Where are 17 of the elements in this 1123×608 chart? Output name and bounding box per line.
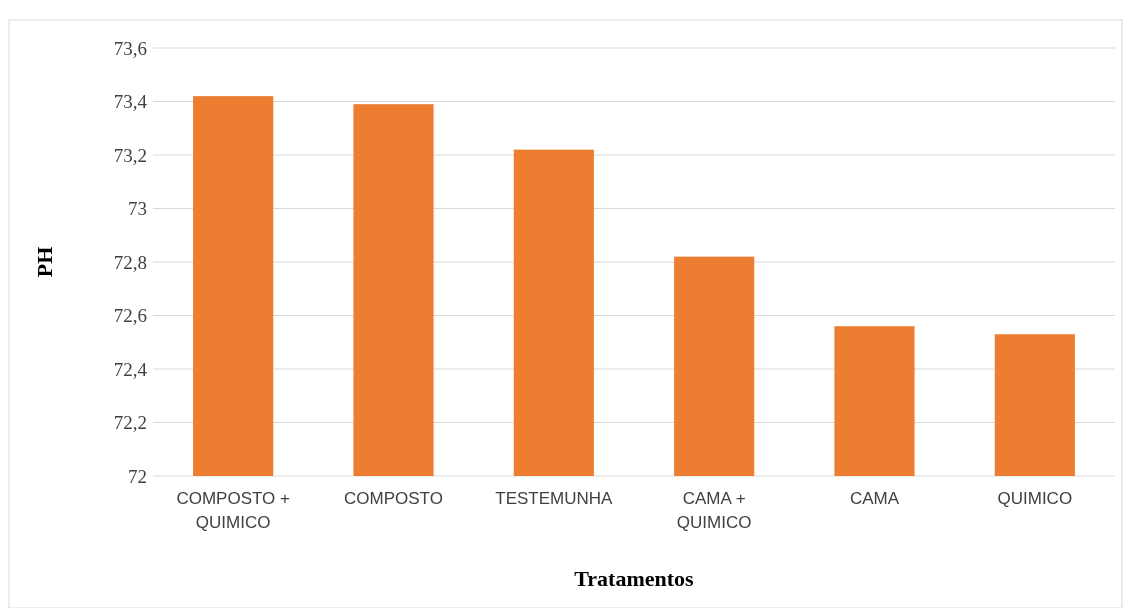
x-tick-label: COMPOSTO + QUIMICO [176,489,290,532]
y-tick-label: 72,4 [113,358,148,380]
x-axis-title: Tratamentos [574,566,695,591]
y-tick-label: 73,2 [113,144,147,166]
y-tick-label: 72,8 [113,251,147,273]
y-tick-label: 72 [128,465,147,487]
x-tick-label: CAMA + QUIMICO [676,489,752,532]
x-tick-label: TESTEMUNHA [495,489,614,508]
y-tick-label: 73,4 [113,91,148,113]
y-tick-label: 72,2 [113,412,147,434]
y-tick-label: 72,6 [113,305,147,327]
x-tick-label: CAMA [849,489,900,508]
y-tick-label: 73,6 [113,37,147,59]
y-tick-label: 73 [128,198,147,220]
x-tick-label: COMPOSTO [344,489,443,508]
y-axis-title: PH [32,246,57,278]
x-tick-label: QUIMICO [997,489,1073,508]
